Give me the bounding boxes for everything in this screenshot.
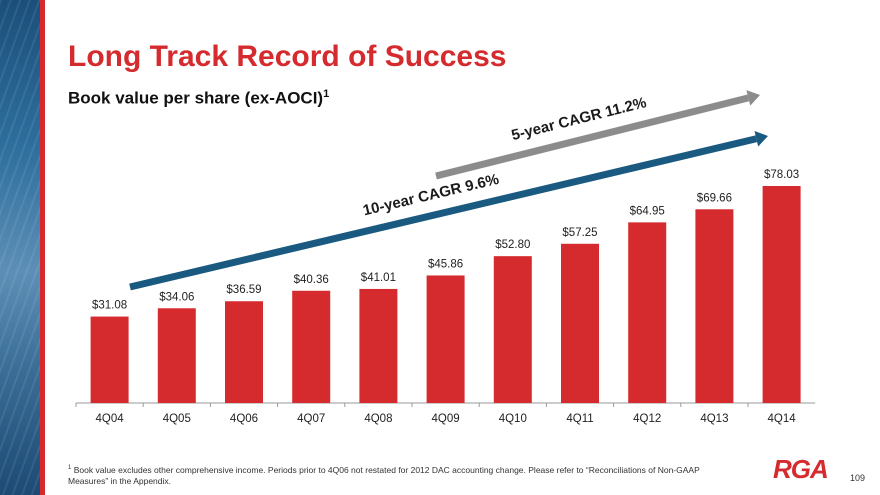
data-label: $45.86 bbox=[428, 258, 463, 270]
bar-4Q13 bbox=[695, 209, 734, 403]
data-label: $34.06 bbox=[159, 291, 194, 303]
footnote-reference: 1 bbox=[323, 88, 330, 100]
bar-4Q05 bbox=[157, 308, 196, 403]
bar-4Q11 bbox=[561, 243, 599, 403]
data-label: $52.80 bbox=[495, 239, 530, 251]
x-tick-label: 4Q07 bbox=[297, 413, 325, 425]
x-tick-label: 4Q08 bbox=[364, 413, 392, 425]
bar-4Q08 bbox=[359, 288, 398, 403]
data-label: $31.08 bbox=[92, 300, 127, 312]
cagr-5-year-arrow-head bbox=[746, 90, 760, 106]
decorative-side-image bbox=[0, 0, 40, 495]
data-label: $36.59 bbox=[226, 284, 261, 296]
x-tick-label: 4Q13 bbox=[700, 413, 728, 425]
cagr-10-year-arrow-shaft bbox=[129, 135, 758, 291]
chart-subtitle: Book value per share (ex-AOCI)1 bbox=[68, 88, 329, 109]
side-accent-bar bbox=[40, 0, 45, 495]
x-tick-label: 4Q04 bbox=[96, 413, 125, 425]
cagr-5-year-arrow-label: 5-year CAGR 11.2% bbox=[510, 94, 648, 144]
x-tick-label: 4Q09 bbox=[432, 413, 460, 425]
page-title: Long Track Record of Success bbox=[68, 40, 507, 73]
chart-subtitle-text: Book value per share (ex-AOCI) bbox=[68, 88, 324, 108]
bar-4Q10 bbox=[493, 256, 532, 403]
x-tick-label: 4Q06 bbox=[230, 413, 258, 425]
bar-4Q12 bbox=[628, 222, 667, 403]
data-label: $40.36 bbox=[294, 274, 329, 286]
data-label: $78.03 bbox=[764, 169, 799, 181]
x-tick-label: 4Q12 bbox=[633, 413, 661, 425]
x-tick-label: 4Q10 bbox=[499, 413, 527, 425]
data-label: $57.25 bbox=[562, 227, 597, 239]
rga-logo: RGA bbox=[773, 454, 829, 484]
page-number: 109 bbox=[850, 473, 866, 483]
data-label: $41.01 bbox=[361, 272, 396, 284]
cagr-10-year-arrow-head bbox=[754, 130, 768, 147]
x-tick-label: 4Q05 bbox=[163, 413, 191, 425]
cagr-10-year-arrow-label: 10-year CAGR 9.6% bbox=[361, 171, 500, 220]
x-tick-label: 4Q11 bbox=[566, 413, 593, 425]
footnote-mark: 1 bbox=[68, 465, 72, 471]
bar-4Q07 bbox=[292, 290, 331, 403]
data-label: $69.66 bbox=[697, 192, 732, 204]
footnote-text: Book value excludes other comprehensive … bbox=[68, 464, 700, 486]
cagr-5-year-arrow-shaft bbox=[435, 94, 750, 180]
data-label: $64.95 bbox=[630, 205, 665, 217]
bar-4Q06 bbox=[225, 301, 263, 403]
bar-4Q09 bbox=[426, 275, 465, 403]
x-tick-label: 4Q14 bbox=[768, 413, 797, 425]
bar-4Q04 bbox=[90, 316, 129, 403]
cagr-5-year-arrow: 5-year CAGR 11.2% bbox=[435, 90, 760, 180]
bar-4Q14 bbox=[762, 186, 801, 403]
footnote: 1 Book value excludes other comprehensiv… bbox=[68, 463, 728, 487]
